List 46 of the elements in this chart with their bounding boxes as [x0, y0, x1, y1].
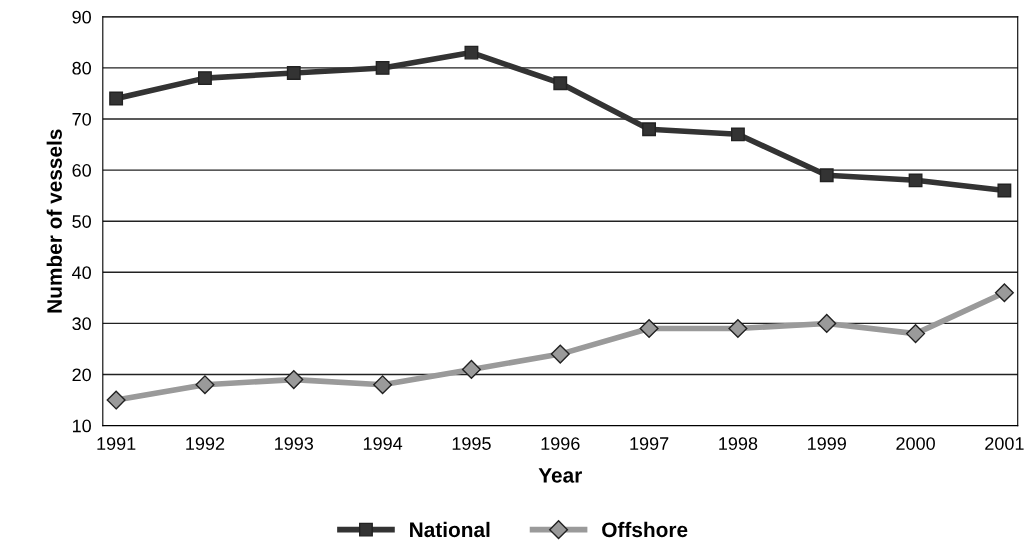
- y-tick-label: 20: [72, 368, 91, 382]
- x-tick-label: 1997: [630, 437, 669, 450]
- x-axis-title: Year: [538, 468, 582, 483]
- point: [461, 359, 481, 379]
- y-tick-label: 40: [72, 266, 91, 280]
- y-tick-label: 60: [72, 164, 91, 177]
- point: [730, 127, 745, 142]
- legend-label: Offshore: [602, 521, 688, 538]
- x-tick-label: 1999: [808, 437, 846, 450]
- point: [286, 66, 301, 80]
- y-tick-label: 10: [72, 419, 91, 433]
- point: [195, 375, 215, 395]
- y-tick-label: 50: [72, 215, 91, 228]
- y-axis-title: Number of vessels: [46, 129, 62, 313]
- y-tick-label: 80: [72, 61, 91, 75]
- point: [819, 168, 834, 183]
- point: [817, 313, 837, 333]
- point: [639, 318, 659, 339]
- point: [284, 370, 304, 390]
- y-tick-label: 70: [72, 112, 91, 126]
- point: [908, 173, 923, 188]
- point: [373, 375, 393, 395]
- x-tick-label: 1993: [275, 437, 314, 450]
- point: [906, 324, 926, 344]
- y-tick-label: 30: [72, 317, 91, 331]
- x-tick-label: 2001: [985, 437, 1024, 450]
- point: [728, 318, 748, 339]
- point: [550, 344, 570, 364]
- y-tick-label: 90: [72, 10, 91, 24]
- point: [642, 122, 657, 137]
- point: [109, 91, 124, 106]
- x-tick-label: 1992: [186, 437, 225, 450]
- point: [553, 76, 568, 91]
- x-tick-label: 2000: [896, 437, 935, 450]
- x-tick-label: 1991: [97, 437, 136, 450]
- point: [375, 60, 390, 75]
- legend-label: National: [410, 521, 490, 538]
- point: [198, 71, 212, 86]
- point: [997, 183, 1012, 198]
- point: [994, 283, 1014, 303]
- x-tick-label: 1998: [719, 437, 758, 450]
- point: [106, 390, 126, 410]
- x-tick-label: 1996: [541, 437, 580, 450]
- x-tick-label: 1995: [452, 437, 491, 450]
- x-tick-label: 1994: [363, 437, 403, 450]
- point: [464, 45, 479, 60]
